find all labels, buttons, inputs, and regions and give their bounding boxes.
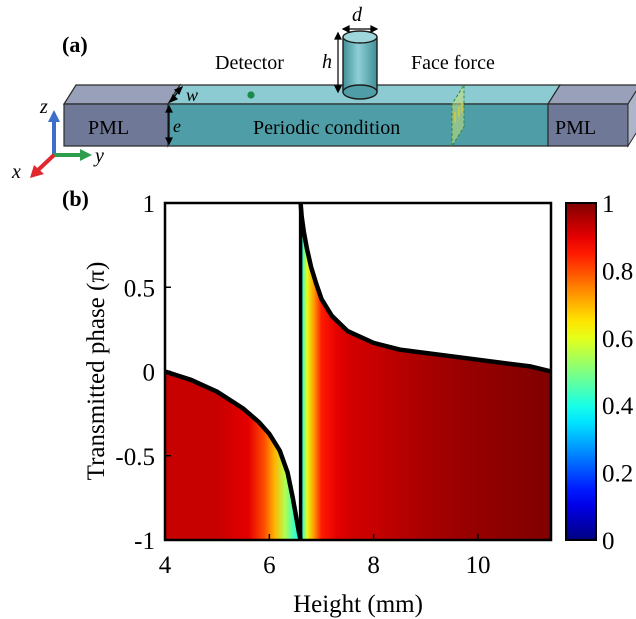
panel-a-schematic: (a) xyxy=(11,4,636,183)
colorbar-tick-label: 1 xyxy=(602,191,615,218)
plot-area xyxy=(165,203,551,540)
transmission-fill-right xyxy=(300,203,551,540)
x-axis-label: Height (mm) xyxy=(293,591,423,618)
x-tick-label: 10 xyxy=(465,552,490,579)
y-tick-label: -0.5 xyxy=(115,444,155,471)
x-tick-label: 6 xyxy=(263,552,276,579)
x-tick-label: 8 xyxy=(367,552,380,579)
dim-h-label: h xyxy=(322,51,332,73)
y-tick-label: 1 xyxy=(143,191,156,218)
colorbar-tick-label: 0.4 xyxy=(602,393,634,420)
face-force-plane xyxy=(451,83,465,148)
dim-d-label: d xyxy=(352,4,363,26)
cylinder-resonator xyxy=(342,30,378,100)
y-axis-ticks: 1 0.5 0 -0.5 -1 xyxy=(115,191,171,555)
colorbar-tick-label: 0.8 xyxy=(602,258,633,285)
pml-right-block xyxy=(546,84,636,148)
pml-right-label: PML xyxy=(555,117,596,139)
colorbar-tick-label: 0.6 xyxy=(602,326,633,353)
colorbar-tick-label: 0.2 xyxy=(602,461,633,488)
coordinate-axes xyxy=(30,110,92,178)
dim-w-label: w xyxy=(186,85,198,105)
y-axis-label: Transmitted phase (π) xyxy=(83,262,110,481)
dim-e-label: e xyxy=(173,116,181,136)
axis-y-label: y xyxy=(93,145,104,167)
panel-a-label: (a) xyxy=(62,32,88,57)
panel-b-label: (b) xyxy=(62,186,89,211)
dimension-annotations xyxy=(165,25,379,146)
x-axis-ticks: 4 6 8 10 xyxy=(159,534,490,579)
axis-z-label: z xyxy=(39,96,48,118)
y-tick-label: -1 xyxy=(134,528,155,555)
panel-b-chart: (b) 4 6 8 10 10.50-0.5-1 Height (mm) Transm… xyxy=(62,186,634,618)
phase-curve-left xyxy=(165,369,303,540)
periodic-condition-label: Periodic condition xyxy=(253,117,400,139)
face-force-label: Face force xyxy=(411,52,495,74)
detector-label: Detector xyxy=(215,52,284,74)
x-tick-label: 4 xyxy=(159,552,172,579)
transmission-fill-left xyxy=(165,371,301,540)
pml-left-label: PML xyxy=(88,117,129,139)
y-tick-label: 0.5 xyxy=(124,275,155,302)
y-tick-label: 0 xyxy=(143,360,156,387)
detector-dot xyxy=(247,91,255,99)
phase-curve-right xyxy=(298,203,551,374)
colorbar-ticks: 1 0.8 0.6 0.4 0.2 0 xyxy=(602,191,634,555)
colorbar-tick-label: 0 xyxy=(602,528,615,555)
colorbar xyxy=(565,202,597,541)
axis-x-label: x xyxy=(11,161,21,183)
